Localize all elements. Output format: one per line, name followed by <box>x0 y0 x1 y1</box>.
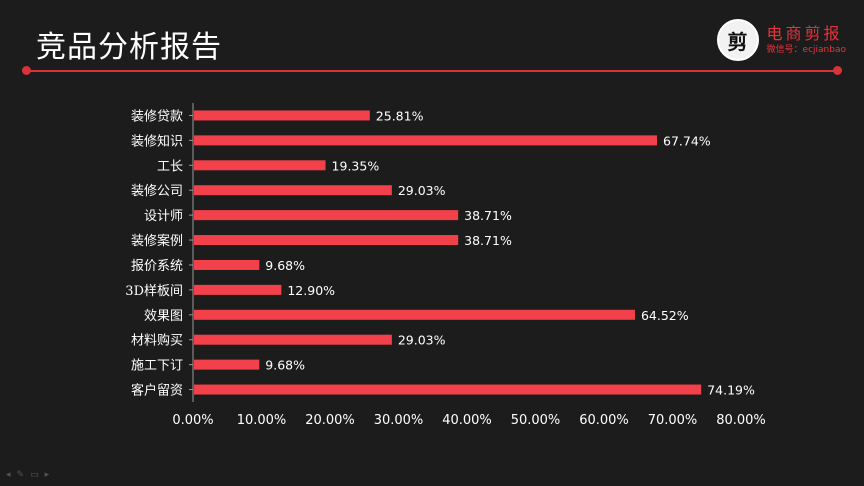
bar <box>194 135 658 146</box>
pen-icon[interactable]: ✎ <box>16 470 25 480</box>
bar <box>194 359 260 370</box>
x-tick-label: 10.00% <box>237 413 287 428</box>
brand-logo-icon: 剪 <box>716 19 759 61</box>
data-label: 74.19% <box>707 383 755 398</box>
data-label: 38.71% <box>464 233 512 248</box>
brand-subtitle: 微信号：ecjianbao <box>766 45 846 55</box>
data-label: 64.52% <box>641 308 689 323</box>
bar <box>194 235 459 246</box>
brand-text: 电商剪报 微信号：ecjianbao <box>767 24 846 56</box>
menu-icon[interactable]: ▭ <box>30 470 39 480</box>
slide-controls[interactable]: ◂ ✎ ▭ ▸ <box>6 470 49 480</box>
category-label: 客户留资 <box>131 383 183 399</box>
category-label: 装修案例 <box>131 234 183 249</box>
data-label: 9.68% <box>265 358 305 373</box>
category-label: 装修公司 <box>131 184 183 199</box>
header-divider <box>26 70 838 72</box>
brand-block: 剪 电商剪报 微信号：ecjianbao <box>716 18 846 62</box>
x-tick-label: 30.00% <box>374 413 424 428</box>
data-label: 29.03% <box>398 333 446 348</box>
bar <box>194 185 392 196</box>
bar <box>194 384 702 395</box>
data-label: 12.90% <box>287 283 335 298</box>
prev-slide-icon[interactable]: ◂ <box>6 470 11 480</box>
x-tick-label: 20.00% <box>305 413 355 428</box>
bar <box>194 334 392 345</box>
next-slide-icon[interactable]: ▸ <box>44 470 50 480</box>
category-label: 装修知识 <box>131 133 183 149</box>
category-label: 设计师 <box>144 209 183 224</box>
page-title: 竞品分析报告 <box>36 30 222 65</box>
brand-name: 电商剪报 <box>766 24 843 43</box>
x-tick-label: 70.00% <box>648 413 698 428</box>
category-label: 装修贷款 <box>131 109 183 124</box>
bar <box>194 309 635 320</box>
bar <box>194 160 326 171</box>
bar <box>194 259 260 270</box>
x-tick-label: 40.00% <box>442 413 492 428</box>
data-label: 67.74% <box>663 133 711 148</box>
data-label: 9.68% <box>265 258 305 273</box>
category-label: 效果图 <box>144 309 183 324</box>
data-label: 19.35% <box>332 158 380 173</box>
x-tick-label: 80.00% <box>716 413 766 428</box>
divider-left-dot <box>22 66 31 75</box>
bar <box>194 110 370 121</box>
x-tick-label: 50.00% <box>511 413 561 428</box>
bar <box>194 284 282 295</box>
x-tick-label: 60.00% <box>579 413 629 428</box>
category-label: 施工下订 <box>131 359 183 374</box>
category-label: 3D样板间 <box>125 284 183 299</box>
data-label: 25.81% <box>376 108 424 123</box>
category-label: 工长 <box>157 159 183 174</box>
x-tick-label: 0.00% <box>172 413 213 428</box>
bar <box>194 210 459 221</box>
category-label: 报价系统 <box>131 259 183 274</box>
data-label: 38.71% <box>464 208 512 223</box>
category-label: 材料购买 <box>131 333 183 349</box>
data-label: 29.03% <box>398 183 446 198</box>
divider-right-dot <box>833 66 842 75</box>
